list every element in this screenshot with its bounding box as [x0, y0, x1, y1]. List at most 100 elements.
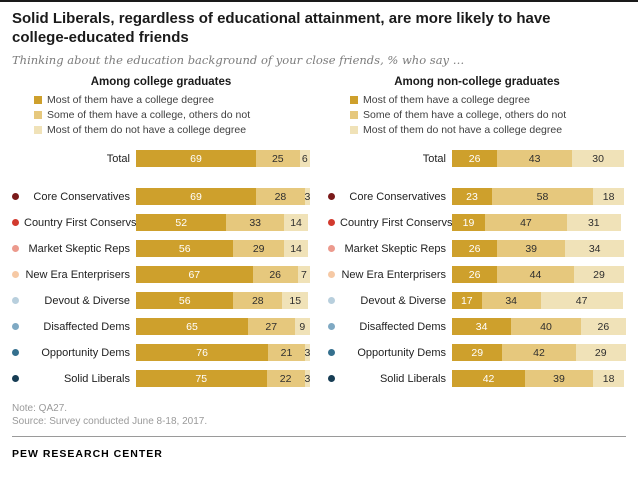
chart-row: Disaffected Dems 65 27 9 — [12, 314, 310, 340]
bar-segment: 23 — [452, 188, 493, 205]
group-dot — [328, 219, 335, 226]
legend-swatch-medium — [34, 111, 42, 119]
row-label: Country First Conservs — [340, 216, 453, 229]
bar-segment: 27 — [247, 318, 295, 335]
bar-rows: Total 26 43 30 Core Conservatives 23 58 18 Count… — [328, 146, 626, 392]
group-dot — [12, 323, 19, 330]
stacked-bar: 42 39 18 — [452, 370, 626, 387]
group-dot — [12, 193, 19, 200]
row-label: Devout & Diverse — [44, 294, 130, 307]
panel-college-grads: Among college graduates Most of them hav… — [12, 76, 310, 392]
legend-item: Some of them have a college, others do n… — [34, 108, 310, 123]
chart-panels: Among college graduates Most of them hav… — [12, 76, 626, 392]
bar-segment: 3 — [304, 188, 310, 205]
legend-swatch-light — [34, 126, 42, 134]
bar-segment: 39 — [497, 240, 566, 257]
group-dot — [328, 297, 335, 304]
footer: PEW RESEARCH CENTER — [12, 435, 626, 468]
bar-segment: 31 — [566, 214, 621, 231]
bar-segment: 21 — [268, 344, 305, 361]
row-label: Market Skeptic Reps — [28, 242, 130, 255]
chart-row: Market Skeptic Reps 56 29 14 — [12, 236, 310, 262]
stacked-bar: 67 26 7 — [136, 266, 310, 283]
group-dot — [12, 375, 19, 382]
bar-segment: 26 — [252, 266, 298, 283]
footer-brand: PEW RESEARCH CENTER — [12, 447, 163, 460]
bar-segment: 75 — [136, 370, 267, 387]
chart-row: Core Conservatives 69 28 3 — [12, 184, 310, 210]
bar-segment: 40 — [511, 318, 581, 335]
bar-segment: 26 — [452, 266, 498, 283]
row-label: Disaffected Dems — [43, 320, 130, 333]
stacked-bar: 17 34 47 — [452, 292, 626, 309]
bar-segment: 42 — [452, 370, 526, 387]
group-dot — [328, 245, 335, 252]
stacked-bar: 69 25 6 — [136, 150, 310, 167]
panel-non-college-grads: Among non-college graduates Most of them… — [328, 76, 626, 392]
bar-segment: 26 — [452, 150, 498, 167]
bar-segment: 33 — [226, 214, 284, 231]
bar-segment: 76 — [136, 344, 269, 361]
legend-item: Most of them do not have a college degre… — [34, 123, 310, 138]
bar-segment: 30 — [572, 150, 625, 167]
group-dot — [328, 193, 335, 200]
source-line: Source: Survey conducted June 8-18, 2017… — [12, 416, 208, 427]
bar-segment: 9 — [294, 318, 310, 335]
group-dot — [328, 323, 335, 330]
stacked-bar: 56 29 14 — [136, 240, 310, 257]
bar-segment: 69 — [136, 188, 257, 205]
group-dot — [12, 271, 19, 278]
legend-label: Most of them do not have a college degre… — [363, 123, 563, 136]
row-label: Country First Conservs — [24, 216, 137, 229]
bar-segment: 58 — [492, 188, 593, 205]
row-label: Opportunity Dems — [357, 346, 446, 359]
chart-title: Solid Liberals, regardless of educationa… — [12, 10, 551, 46]
row-label: Solid Liberals — [63, 372, 130, 385]
bar-segment: 34 — [565, 240, 625, 257]
row-label: Core Conservatives — [33, 190, 130, 203]
chart-row: Core Conservatives 23 58 18 — [328, 184, 626, 210]
bar-segment: 17 — [452, 292, 482, 309]
group-dot — [12, 245, 19, 252]
bar-segment: 56 — [136, 292, 234, 309]
note-line: Note: QA27. — [12, 402, 68, 414]
chart-row: Country First Conservs 19 47 31 — [328, 210, 626, 236]
bar-segment: 14 — [283, 240, 309, 257]
bar-segment: 39 — [525, 370, 593, 387]
legend-item: Most of them do not have a college degre… — [350, 123, 626, 138]
legend-item: Most of them have a college degree — [34, 93, 310, 108]
bar-rows: Total 69 25 6 Core Conservatives 69 28 3 Country… — [12, 146, 310, 392]
bar-segment: 18 — [592, 188, 625, 205]
stacked-bar: 26 39 34 — [452, 240, 626, 257]
bar-segment: 15 — [282, 292, 309, 309]
bar-segment: 56 — [136, 240, 234, 257]
legend-swatch-dark — [34, 96, 42, 104]
bar-segment: 3 — [304, 370, 310, 387]
stacked-bar: 34 40 26 — [452, 318, 626, 335]
stacked-bar: 75 22 3 — [136, 370, 310, 387]
bar-segment: 43 — [497, 150, 573, 167]
legend-swatch-dark — [350, 96, 358, 104]
legend-item: Most of them have a college degree — [350, 93, 626, 108]
bar-segment: 22 — [266, 370, 305, 387]
row-label: Total — [106, 152, 130, 165]
bar-segment: 7 — [297, 266, 310, 283]
chart-row: Opportunity Dems 76 21 3 — [12, 340, 310, 366]
legend-label: Some of them have a college, others do n… — [47, 108, 251, 121]
bar-segment: 47 — [485, 214, 567, 231]
row-label: Market Skeptic Reps — [344, 242, 446, 255]
legend-label: Most of them have a college degree — [47, 93, 214, 106]
group-dot — [328, 349, 335, 356]
row-label: Disaffected Dems — [359, 320, 446, 333]
row-label: Solid Liberals — [379, 372, 446, 385]
chart-row: Market Skeptic Reps 26 39 34 — [328, 236, 626, 262]
bar-segment: 28 — [233, 292, 283, 309]
panel-header: Among non-college graduates — [394, 75, 560, 88]
legend: Most of them have a college degree Some … — [350, 93, 626, 138]
chart-subtitle: Thinking about the education background … — [12, 52, 465, 67]
chart-row: New Era Enterprisers 26 44 29 — [328, 262, 626, 288]
bar-segment: 29 — [452, 344, 503, 361]
stacked-bar: 29 42 29 — [452, 344, 626, 361]
stacked-bar: 56 28 15 — [136, 292, 310, 309]
